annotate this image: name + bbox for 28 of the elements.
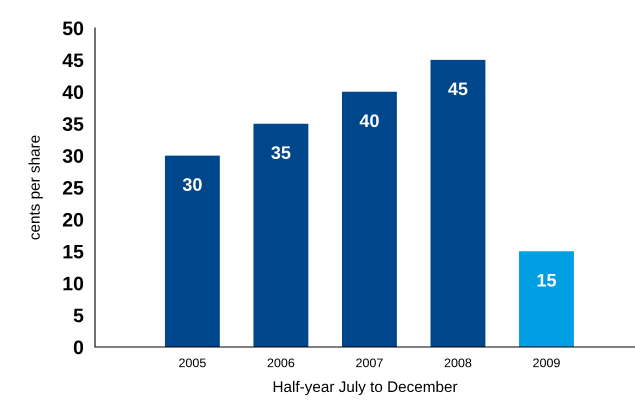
x-tick-label: 2008	[444, 358, 472, 368]
y-tick-label: 20	[62, 212, 84, 227]
y-tick-label: 15	[63, 244, 84, 259]
y-tick-label: 50	[62, 21, 84, 36]
x-tick-label: 2009	[533, 358, 560, 368]
x-tick-label: 2007	[356, 358, 383, 368]
data-label: 45	[448, 82, 468, 96]
bar	[430, 60, 486, 347]
y-tick-label: 25	[62, 180, 84, 195]
data-label: 40	[360, 114, 379, 128]
bar	[519, 251, 574, 347]
bar	[253, 124, 308, 347]
y-tick-label: 35	[62, 117, 84, 131]
y-tick-label: 30	[62, 149, 84, 163]
y-tick-label: 5	[74, 308, 84, 322]
x-axis-title: Half-year July to December	[274, 380, 458, 396]
bar	[164, 156, 220, 347]
y-tick-label: 10	[63, 276, 84, 290]
y-tick-label: 40	[62, 85, 84, 100]
y-axis-title: cents per share	[28, 136, 43, 240]
y-tick-label: 0	[74, 340, 84, 354]
x-tick-label: 2006	[268, 358, 294, 368]
bar	[342, 92, 397, 347]
data-label: 15	[538, 274, 556, 287]
data-label: 30	[182, 178, 202, 191]
y-tick-label: 45	[62, 54, 84, 68]
x-tick-label: 2005	[179, 358, 206, 368]
data-label: 35	[271, 146, 290, 160]
